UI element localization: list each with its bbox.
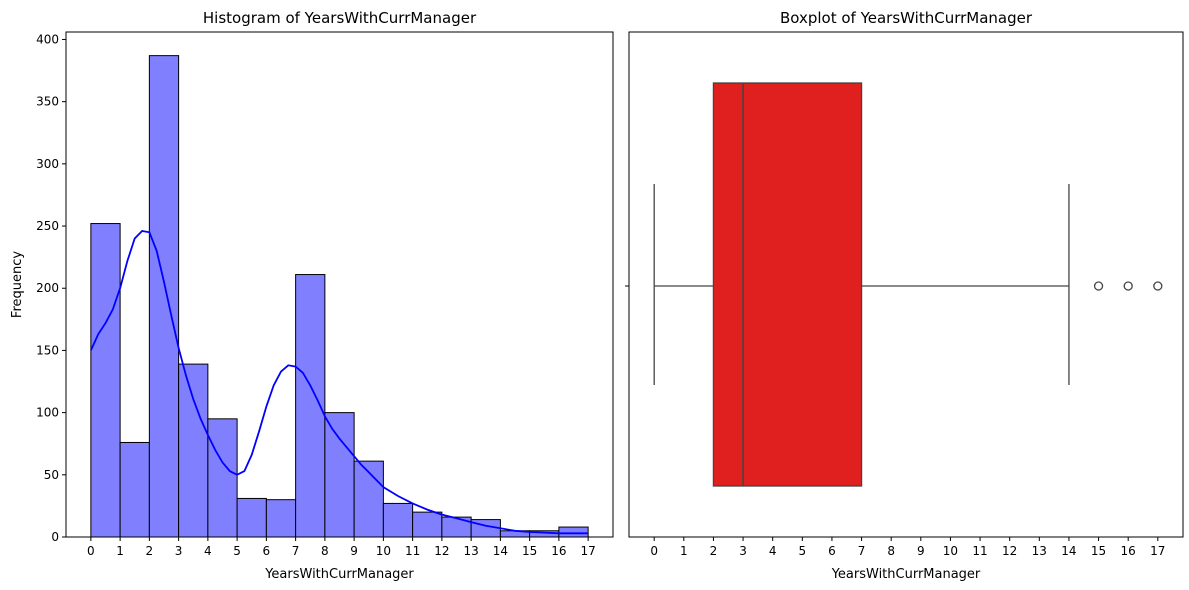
histogram-x-axis-label: YearsWithCurrManager	[264, 567, 414, 582]
outlier-point	[1153, 281, 1163, 291]
outlier-point	[1123, 281, 1133, 291]
boxplot-title: Boxplot of YearsWithCurrManager	[780, 9, 1033, 27]
boxplot-x-tick-label: 4	[769, 544, 777, 558]
histogram-bar	[207, 418, 238, 538]
histogram-bar	[324, 412, 355, 538]
histogram-bar	[119, 441, 150, 538]
boxplot-x-tick-label: 0	[650, 544, 658, 558]
histogram-bar	[265, 499, 297, 538]
boxplot-x-tick-label: 15	[1091, 544, 1106, 558]
boxplot-marks	[653, 82, 1163, 487]
histogram-title: Histogram of YearsWithCurrManager	[203, 9, 477, 27]
histogram-x-tick-label: 17	[580, 544, 595, 558]
boxplot-x-tick-label: 16	[1121, 544, 1136, 558]
boxplot-x-tick-label: 3	[739, 544, 747, 558]
boxplot-x-tick-label: 6	[828, 544, 836, 558]
histogram-bar	[178, 363, 209, 538]
histogram-y-tick-label: 350	[36, 95, 59, 109]
histogram-x-tick-label: 15	[522, 544, 537, 558]
histogram-bar	[148, 55, 180, 538]
histogram-y-tick-label: 100	[36, 406, 59, 420]
histogram-y-tick-label: 150	[36, 343, 59, 357]
histogram-y-tick-label: 250	[36, 219, 59, 233]
histogram-y-ticks: 0 50 100 150 200 250 300 350 400	[36, 32, 66, 544]
boxplot-x-tick-label: 5	[798, 544, 806, 558]
boxplot-x-tick-label: 7	[858, 544, 866, 558]
histogram-x-tick-label: 12	[434, 544, 449, 558]
histogram-x-tick-label: 7	[292, 544, 300, 558]
outlier-point	[1093, 281, 1104, 291]
histogram-x-tick-label: 0	[87, 544, 95, 558]
kde-curve	[90, 230, 589, 535]
histogram-axes-frame	[65, 31, 614, 538]
boxplot-x-tick-label: 11	[972, 544, 987, 558]
histogram-y-axis-label: Frequency	[10, 251, 25, 318]
boxplot-x-tick-label: 9	[917, 544, 925, 558]
histogram-y-tick-label: 200	[36, 281, 59, 295]
histogram-x-tick-label: 2	[146, 544, 154, 558]
histogram-y-tick-label: 400	[36, 32, 59, 46]
histogram-x-tick-label: 3	[175, 544, 183, 558]
histogram-x-tick-label: 13	[463, 544, 478, 558]
boxplot-x-tick-label: 1	[680, 544, 688, 558]
histogram-x-tick-label: 4	[204, 544, 212, 558]
boxplot-panel: 0 1 2 3 4 5 6 7 8 9 10 11 12 13 14 15 16 17 Boxplot of Ye…	[625, 9, 1184, 582]
iqr-box	[712, 82, 863, 487]
boxplot-x-tick-label: 14	[1061, 544, 1076, 558]
boxplot-x-ticks: 0 1 2 3 4 5 6 7 8 9 10 11 12 13 14 15 16 17	[650, 537, 1165, 558]
histogram-bar	[353, 460, 384, 538]
histogram-y-tick-label: 300	[36, 157, 59, 171]
histogram-bar	[558, 526, 589, 538]
boxplot-axes-frame	[628, 31, 1184, 538]
histogram-x-tick-label: 5	[233, 544, 241, 558]
histogram-x-ticks: 0 1 2 3 4 5 6 7 8 9 10 11 12 13 14 15 16 17	[87, 537, 596, 558]
histogram-panel: 0 1 2 3 4 5 6 7 8 9 10 11 12 13 14 15 16 17 0501001502002…	[10, 9, 614, 582]
histogram-x-tick-label: 1	[116, 544, 124, 558]
histogram-bar	[90, 223, 121, 538]
histogram-x-tick-label: 9	[350, 544, 358, 558]
histogram-x-tick-label: 8	[321, 544, 329, 558]
boxplot-x-tick-label: 2	[710, 544, 718, 558]
histogram-x-tick-label: 6	[263, 544, 271, 558]
histogram-x-tick-label: 16	[551, 544, 566, 558]
histogram-x-tick-label: 14	[493, 544, 508, 558]
histogram-y-tick-label: 0	[51, 530, 59, 544]
histogram-x-tick-label: 11	[405, 544, 420, 558]
histogram-bar	[382, 502, 414, 538]
boxplot-x-tick-label: 10	[943, 544, 958, 558]
boxplot-x-tick-label: 17	[1150, 544, 1165, 558]
histogram-bar	[412, 511, 443, 538]
boxplot-x-tick-label: 8	[887, 544, 895, 558]
histogram-bar	[236, 497, 267, 538]
boxplot-x-tick-label: 13	[1032, 544, 1047, 558]
histogram-y-tick-label: 50	[44, 468, 59, 482]
boxplot-x-axis-label: YearsWithCurrManager	[831, 567, 981, 582]
boxplot-x-tick-label: 12	[1002, 544, 1017, 558]
histogram-x-tick-label: 10	[376, 544, 391, 558]
boxplot-plot-area	[629, 32, 1183, 537]
